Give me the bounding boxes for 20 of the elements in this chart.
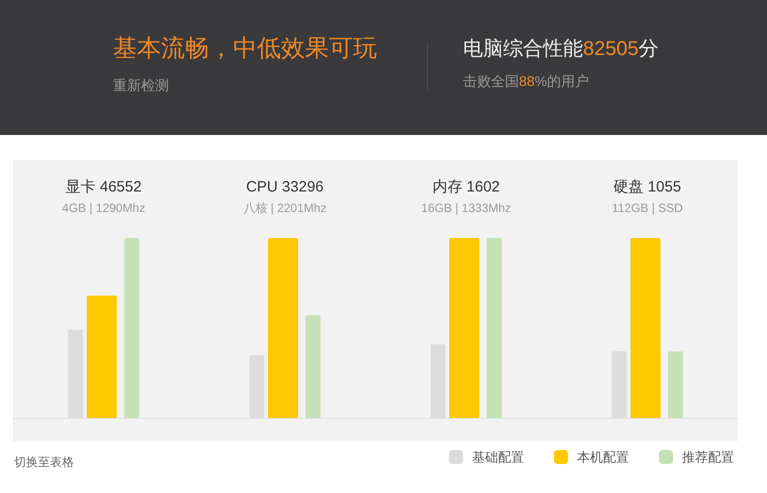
legend-label: 推荐配置 (682, 450, 734, 464)
text: 电脑综合性能82505分 (463, 37, 659, 61)
x-tick-label: CPU 33296 八核 | 2201Mhz (243, 178, 326, 215)
legend-label: 基础配置 (472, 450, 524, 464)
x-tick-label: 硬盘 1055 112GB | SSD (612, 178, 684, 215)
chart-subtitle: 重新检测 (113, 76, 169, 94)
x-tick-label: 显卡 46552 4GB | 1290Mhz (62, 178, 146, 215)
bar (449, 238, 480, 418)
bar (668, 351, 683, 418)
chart-title: 基本流畅，中低效果可玩 (113, 35, 377, 63)
text: 切换至表格 (14, 454, 74, 470)
x-tick-label: 内存 1602 16GB | 1333Mhz (421, 178, 512, 215)
text: 击败全国88%的用户 (463, 72, 590, 90)
bar (268, 238, 298, 418)
bar (86, 296, 117, 418)
bar (124, 238, 140, 418)
bar (306, 315, 320, 418)
bar (486, 238, 502, 418)
legend-label: 本机配置 (577, 450, 629, 464)
bar (630, 238, 660, 418)
